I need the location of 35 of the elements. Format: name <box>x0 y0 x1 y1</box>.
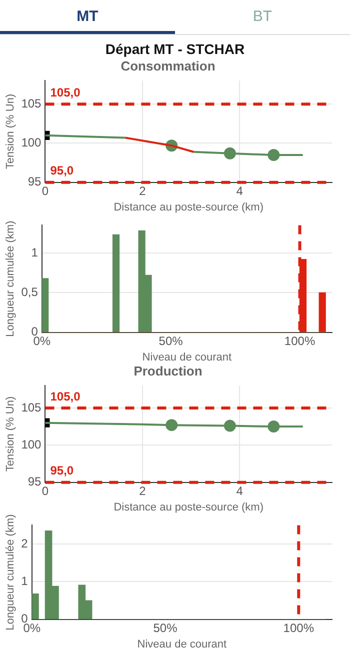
ref-line-label: 95,0 <box>50 164 74 178</box>
chart-title: Consommation <box>120 58 216 74</box>
ref-line-label: 105,0 <box>50 85 81 100</box>
y-axis-title: Tension (% Un) <box>4 396 17 472</box>
text: Départ MT - STCHAR <box>104 41 246 57</box>
y-tick-label: 95 <box>28 174 42 189</box>
x-axis-title: Niveau de courant <box>137 638 227 650</box>
ref-line-label: 105,0 <box>50 389 81 404</box>
x-tick-label: 100% <box>284 334 316 348</box>
x-tick-label: 50% <box>153 620 178 635</box>
x-tick-label: 100% <box>283 620 314 635</box>
y-axis-title: Longueur cumulée (km) <box>4 514 17 630</box>
y-tick-label: 105 <box>21 96 42 110</box>
x-tick-label: 50% <box>158 334 184 348</box>
y-tick-label: 95 <box>28 474 42 489</box>
text: MT <box>0 0 175 34</box>
y-tick-label: 1 <box>21 574 28 588</box>
chart-title: Production <box>134 363 202 378</box>
x-tick-label: 4 <box>236 484 244 498</box>
y-tick-label: 100 <box>21 437 42 452</box>
x-tick-label: 4 <box>236 184 244 198</box>
x-axis-title: Distance au poste-source (km) <box>114 501 264 514</box>
y-axis-title: Tension (% Un) <box>4 94 17 170</box>
text: BT <box>252 7 274 27</box>
y-tick-label: 1 <box>31 245 38 260</box>
x-axis-title: Niveau de courant <box>142 351 232 364</box>
y-tick-label: 0,5 <box>21 285 38 300</box>
x-tick-label: 2 <box>139 484 146 498</box>
y-axis-title: Longueur cumulée (km) <box>4 220 17 337</box>
y-tick-label: 105 <box>21 400 42 414</box>
x-tick-label: 2 <box>139 184 146 198</box>
ref-line-label: 95,0 <box>50 464 74 478</box>
x-axis-title: Distance au poste-source (km) <box>114 201 264 214</box>
y-tick-label: 100 <box>21 136 42 150</box>
y-tick-label: 2 <box>21 536 28 550</box>
